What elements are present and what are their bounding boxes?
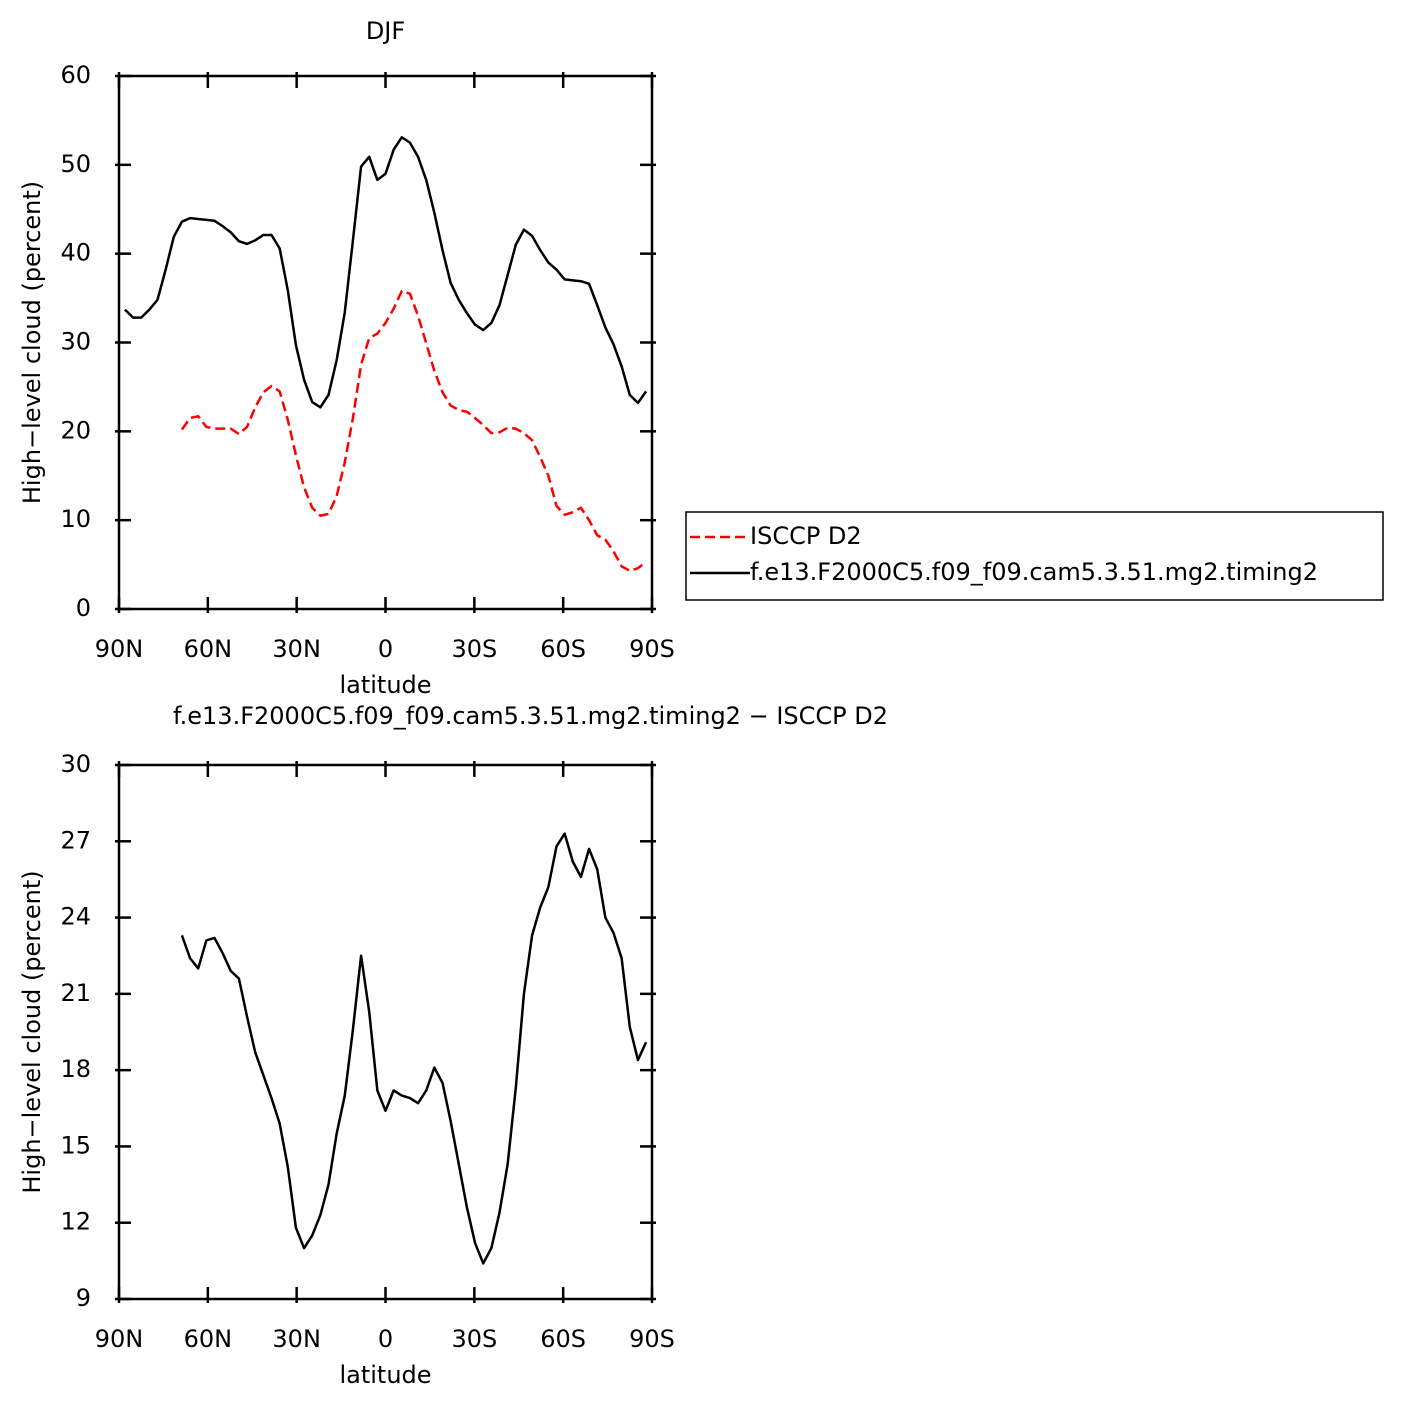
legend-label: ISCCP D2 (750, 522, 862, 550)
legend: ISCCP D2 f.e13.F2000C5.f09_f09.cam5.3.51.… (685, 511, 1384, 601)
y-tick-label: 40 (60, 239, 91, 267)
y-tick-label: 50 (60, 150, 91, 178)
x-tick-label: 90N (95, 635, 144, 663)
x-tick-label: 0 (378, 1325, 393, 1353)
y-tick-label: 21 (60, 979, 91, 1007)
y-tick-label: 15 (60, 1131, 91, 1159)
y-tick-label: 24 (60, 903, 91, 931)
x-tick-label: 30N (272, 1325, 321, 1353)
data-line (124, 136, 648, 409)
chart-title: f.e13.F2000C5.f09_f09.cam5.3.51.mg2.timi… (173, 702, 888, 730)
data-line (180, 832, 648, 1265)
y-tick-label: 30 (60, 750, 91, 778)
y-tick-label: 20 (60, 416, 91, 444)
y-tick-label: 10 (60, 505, 91, 533)
x-tick-label: 30S (451, 1325, 497, 1353)
x-tick-label: 0 (378, 635, 393, 663)
data-line (180, 289, 647, 573)
plot-frame (117, 763, 654, 1301)
chart-title: DJF (366, 17, 405, 45)
y-tick-label: 27 (60, 826, 91, 854)
x-tick-label: 90N (95, 1325, 144, 1353)
y-tick-label: 9 (76, 1284, 91, 1312)
y-axis-label: High−level cloud (percent) (18, 870, 46, 1193)
x-tick-label: 90S (629, 635, 675, 663)
x-tick-label: 30S (451, 635, 497, 663)
legend-box (685, 511, 1384, 601)
plot-frame (117, 74, 654, 611)
x-axis-label: latitude (339, 1361, 431, 1389)
x-tick-label: 60S (540, 1325, 586, 1353)
y-tick-label: 12 (60, 1208, 91, 1236)
y-tick-label: 30 (60, 328, 91, 356)
x-axis-label: latitude (339, 671, 431, 699)
y-tick-label: 60 (60, 61, 91, 89)
x-tick-label: 90S (629, 1325, 675, 1353)
x-tick-label: 60S (540, 635, 586, 663)
legend-label: f.e13.F2000C5.f09_f09.cam5.3.51.mg2.timi… (750, 558, 1318, 586)
y-tick-label: 0 (76, 594, 91, 622)
y-axis-label: High−level cloud (percent) (18, 181, 46, 504)
x-tick-label: 60N (184, 1325, 233, 1353)
x-tick-label: 60N (184, 635, 233, 663)
x-tick-label: 30N (272, 635, 321, 663)
y-tick-label: 18 (60, 1055, 91, 1083)
